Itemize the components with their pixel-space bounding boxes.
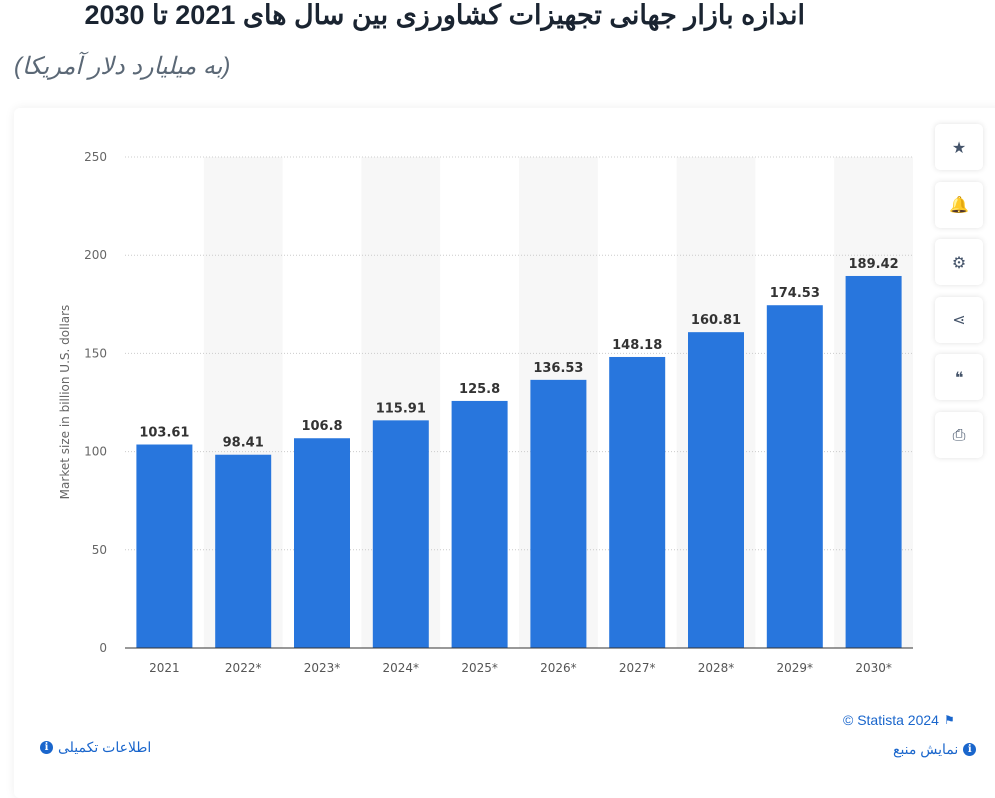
page-subtitle: (به میلیارد دلار آمریکا) — [14, 53, 231, 80]
chart-card — [14, 108, 995, 798]
share-icon: ⋖ — [952, 310, 966, 329]
more-info-link[interactable]: i اطلاعات تکمیلی — [40, 739, 151, 756]
print-button[interactable]: ⎙ — [935, 411, 983, 458]
star-button[interactable]: ★ — [935, 124, 983, 170]
info-icon: i — [963, 743, 977, 756]
quote-icon: ❝ — [954, 367, 964, 387]
statista-copyright-link[interactable]: © Statista 2024 ⚑ — [843, 712, 955, 728]
print-icon: ⎙ — [952, 424, 966, 444]
share-button[interactable]: ⋖ — [935, 296, 983, 343]
star-icon: ★ — [951, 137, 967, 157]
page-title: اندازه بازار جهانی تجهیزات کشاورزی بین س… — [84, 0, 805, 30]
gear-icon: ⚙ — [951, 252, 967, 272]
gear-button[interactable]: ⚙ — [935, 239, 983, 285]
show-source-label: نمایش منبع — [893, 741, 959, 757]
copyright-text: © Statista 2024 — [843, 712, 939, 728]
more-info-label: اطلاعات تکمیلی — [58, 739, 152, 755]
flag-icon: ⚑ — [943, 713, 955, 727]
bell-icon: 🔔 — [949, 195, 969, 214]
quote-button[interactable]: ❝ — [935, 354, 983, 400]
show-source-link[interactable]: i نمایش منبع — [893, 741, 977, 758]
bell-button[interactable]: 🔔 — [935, 181, 983, 228]
info-icon: i — [40, 741, 53, 754]
